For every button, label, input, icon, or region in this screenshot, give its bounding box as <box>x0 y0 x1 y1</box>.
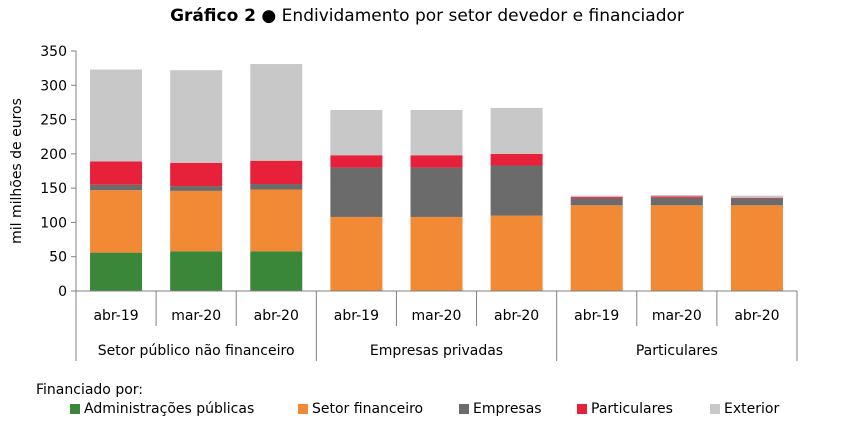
bar-segment-exterior <box>170 70 223 163</box>
bar-segment-empresas <box>170 186 223 191</box>
x-category-label: abr-20 <box>734 308 779 324</box>
x-category-label: abr-20 <box>254 308 299 324</box>
bar-segment-empresas <box>730 198 783 206</box>
bar-segment-exterior <box>90 69 143 162</box>
x-category-label: abr-19 <box>334 308 379 324</box>
bar-segment-particulares <box>570 197 623 199</box>
bar-segment-exterior <box>250 64 303 161</box>
chart-title-text: Endividamento por setor devedor e financ… <box>281 6 684 26</box>
y-tick-label: 150 <box>40 181 67 197</box>
x-category-label: abr-19 <box>574 308 619 324</box>
legend-swatch <box>70 404 80 414</box>
y-tick-label: 250 <box>40 113 67 129</box>
chart-title: Gráfico 2 ● Endividamento por setor deve… <box>0 6 854 26</box>
y-tick-label: 200 <box>40 147 67 163</box>
bar-segment-exterior <box>570 195 623 198</box>
x-category-label: abr-19 <box>93 308 138 324</box>
legend-swatch <box>459 404 469 414</box>
y-tick-label: 100 <box>40 215 67 231</box>
legend-title: Financiado por: <box>36 382 143 398</box>
legend-swatch <box>577 404 587 414</box>
x-group-label: Particulares <box>636 343 718 359</box>
bar-segment-particulares <box>90 161 143 185</box>
bar-segment-setor-financeiro <box>90 190 143 253</box>
bar-segment-empresas <box>410 167 463 217</box>
x-group-label: Empresas privadas <box>370 343 503 359</box>
bar-segment-particulares <box>170 162 223 187</box>
y-axis-label: mil milhões de euros <box>9 98 25 244</box>
legend-label: Particulares <box>591 401 673 417</box>
legend-swatch <box>298 404 308 414</box>
x-category-label: mar-20 <box>171 308 221 324</box>
legend-label: Exterior <box>724 401 780 417</box>
bar-segment-administracoes-publicas <box>170 251 223 291</box>
bar-segment-exterior <box>410 109 463 156</box>
y-tick-label: 300 <box>40 78 67 94</box>
legend-label: Administrações públicas <box>84 401 255 417</box>
legend-item: Particulares <box>577 400 673 418</box>
bar-segment-setor-financeiro <box>730 205 783 291</box>
bar-segment-administracoes-publicas <box>250 251 303 291</box>
bar-segment-particulares <box>650 196 703 198</box>
bar-segment-empresas <box>650 197 703 206</box>
y-tick-label: 350 <box>40 44 67 60</box>
legend-label: Setor financeiro <box>312 401 424 417</box>
y-tick-label: 50 <box>49 250 67 266</box>
chart-title-number: Gráfico 2 <box>170 6 257 26</box>
bar-segment-particulares <box>410 155 463 168</box>
bar-segment-exterior <box>730 195 783 198</box>
x-group-label: Setor público não financeiro <box>98 343 295 359</box>
bar-segment-setor-financeiro <box>410 216 463 291</box>
legend-swatch <box>710 404 720 414</box>
bar-segment-administracoes-publicas <box>90 252 143 291</box>
legend: Administrações públicas Setor financeiro E… <box>70 400 850 418</box>
bar-segment-empresas <box>490 165 543 216</box>
bar-segment-setor-financeiro <box>330 216 383 291</box>
bar-segment-empresas <box>330 167 383 217</box>
bar-segment-particulares <box>330 155 383 168</box>
bar-segment-exterior <box>490 107 543 154</box>
legend-item: Empresas <box>459 400 542 418</box>
bar-segment-exterior <box>650 195 703 197</box>
chart-title-bullet: ● <box>261 6 277 26</box>
bar-segment-particulares <box>490 153 543 166</box>
bar-segment-setor-financeiro <box>250 189 303 252</box>
x-category-label: abr-20 <box>494 308 539 324</box>
bar-segment-empresas <box>90 184 143 191</box>
bar-segment-setor-financeiro <box>170 190 223 252</box>
bar-segment-empresas <box>250 184 303 190</box>
legend-item: Administrações públicas <box>70 400 254 418</box>
x-category-label: mar-20 <box>412 308 462 324</box>
legend-label: Empresas <box>473 401 542 417</box>
bar-segment-setor-financeiro <box>490 215 543 291</box>
bar-segment-setor-financeiro <box>570 205 623 291</box>
x-category-label: mar-20 <box>652 308 702 324</box>
bar-segment-particulares <box>730 197 783 199</box>
legend-item: Exterior <box>710 400 779 418</box>
y-tick-label: 0 <box>58 284 67 300</box>
legend-item: Setor financeiro <box>298 400 423 418</box>
bar-segment-setor-financeiro <box>650 205 703 291</box>
bar-segment-particulares <box>250 160 303 185</box>
bar-segment-empresas <box>570 198 623 206</box>
bar-segment-exterior <box>330 109 383 156</box>
